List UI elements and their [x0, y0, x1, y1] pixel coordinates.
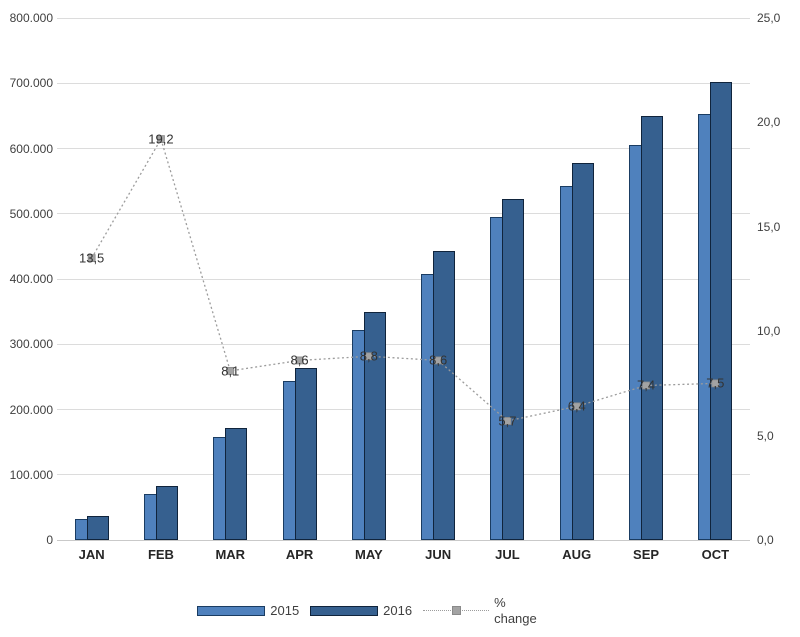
x-axis-month-label: MAR: [215, 547, 246, 562]
pct-change-data-label: 5,7: [498, 413, 517, 429]
left-axis-tick-label: 100.000: [9, 467, 53, 482]
legend-swatch-2015: [197, 606, 266, 616]
legend-label-pct-line2: change: [494, 611, 537, 626]
legend-label-2016: 2016: [383, 603, 413, 618]
pct-change-data-label: 19,2: [148, 131, 174, 147]
gridline: [57, 17, 750, 19]
pct-change-data-label: 7,5: [706, 375, 725, 391]
pct-change-data-label: 7,4: [637, 377, 656, 393]
right-axis-tick-label: 15,0: [757, 219, 781, 234]
bar-2016-aug: [571, 162, 594, 540]
pct-change-data-label: 8,6: [429, 352, 448, 368]
legend-swatch-2016: [310, 606, 379, 616]
bar-2016-jul: [502, 198, 525, 540]
bar-2016-may: [363, 311, 386, 540]
legend-line-sample: [423, 606, 490, 616]
pct-change-data-label: 8,1: [221, 363, 240, 379]
left-axis-tick-label: 700.000: [9, 76, 53, 91]
left-axis-tick-label: 200.000: [9, 402, 53, 417]
x-axis-month-label: JUL: [495, 547, 520, 562]
bar-2016-apr: [294, 367, 317, 540]
left-axis-tick-label: 800.000: [9, 11, 53, 25]
pct-change-data-label: 8,6: [290, 352, 309, 368]
legend-item-pct-change: % change: [423, 595, 537, 627]
bar-2016-mar: [225, 428, 248, 540]
legend-item-2015: 2015: [197, 603, 299, 619]
right-axis-tick-label: 5,0: [757, 428, 774, 443]
left-axis-tick-label: 0: [46, 533, 53, 547]
pct-change-data-label: 8,8: [359, 348, 378, 364]
gridline: [57, 82, 750, 84]
right-axis-tick-label: 20,0: [757, 115, 781, 130]
legend-item-2016: 2016: [310, 603, 412, 619]
bar-2016-jan: [86, 516, 109, 540]
x-axis-month-label: JUN: [425, 547, 452, 562]
right-axis-tick-label: 0,0: [757, 533, 774, 547]
bar-2016-sep: [641, 115, 664, 540]
x-axis-month-label: SEP: [633, 547, 660, 562]
pct-change-data-label: 6,4: [567, 398, 586, 414]
left-axis-tick-label: 600.000: [9, 141, 53, 156]
legend-label-pct-change: % change: [494, 595, 537, 627]
x-axis-month-label: MAY: [354, 547, 383, 562]
legend: 2015 2016 % change: [0, 595, 767, 627]
gridline: [57, 474, 750, 476]
bar-2016-oct: [710, 81, 733, 540]
square-marker-icon: [452, 606, 462, 615]
x-axis-month-label: FEB: [147, 547, 174, 562]
pct-change-data-label: 13,5: [78, 250, 105, 266]
x-axis-month-label: OCT: [701, 547, 730, 562]
legend-label-pct-line1: %: [494, 595, 506, 610]
x-axis-month-label: AUG: [562, 547, 592, 562]
legend-label-2015: 2015: [270, 603, 300, 618]
left-axis-tick-label: 500.000: [9, 206, 53, 221]
x-axis-month-label: JAN: [78, 547, 105, 562]
bar-2016-feb: [155, 485, 178, 540]
pct-change-line: [91, 137, 716, 422]
right-axis-tick-label: 10,0: [757, 324, 781, 339]
right-axis-tick-label: 25,0: [757, 11, 781, 25]
left-axis-tick-label: 400.000: [9, 272, 53, 286]
left-axis-tick-label: 300.000: [9, 337, 53, 352]
bar-2016-jun: [433, 250, 456, 540]
gridline: [57, 539, 750, 541]
x-axis-month-label: APR: [285, 547, 314, 562]
